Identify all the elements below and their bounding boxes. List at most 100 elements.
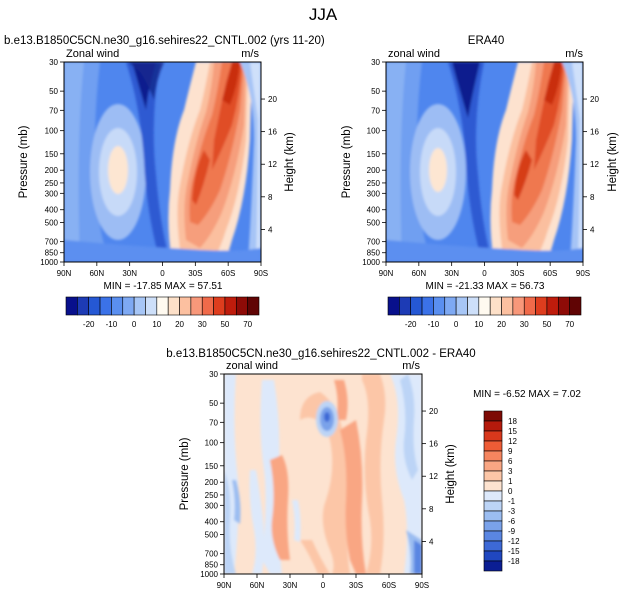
model-ytick-label: 30	[49, 58, 58, 67]
panel-model-field	[64, 62, 261, 262]
panel-diff-field	[224, 374, 422, 574]
panel-model-title: b.e13.B1850C5CN.ne30_g16.sehires22_CNTL.…	[4, 35, 325, 47]
colorbar-model-swatch	[133, 296, 146, 316]
diff-ytick-label: 850	[205, 561, 219, 570]
colorbar-model-swatch	[167, 296, 180, 316]
colorbar-model-swatch	[247, 296, 260, 316]
model-ytick-label: 150	[45, 150, 59, 159]
colorbar-diff-label: 1	[508, 477, 513, 486]
era40-height-tick-label: 4	[590, 225, 595, 234]
colorbar-diff-swatch	[483, 420, 503, 432]
colorbar-diff-swatch	[483, 480, 503, 492]
diff-ytick-label: 400	[205, 518, 219, 527]
diff-ytick-label: 70	[209, 418, 218, 427]
diff-ytick-label: 100	[205, 439, 219, 448]
colorbar-model-swatch	[99, 296, 112, 316]
model-xtick-label: 30N	[122, 269, 137, 278]
era40-ytick-label: 150	[367, 150, 381, 159]
colorbar-model-swatch	[88, 296, 101, 316]
colorbar-model-swatch	[190, 296, 203, 316]
era40-xtick-label: 60S	[543, 269, 557, 278]
era40-height-tick-label: 8	[590, 193, 595, 202]
era40-ytick-label: 200	[367, 166, 381, 175]
colorbar-era40-swatch	[546, 296, 559, 316]
colorbar-era40-label: 30	[520, 320, 529, 329]
colorbar-model-label: 50	[220, 320, 229, 329]
colorbar-model-swatch	[179, 296, 192, 316]
model-ytick-label: 250	[45, 179, 59, 188]
colorbar-diff-label: 0	[508, 487, 513, 496]
era40-xtick-label: 60N	[411, 269, 426, 278]
model-xtick-label: 60N	[89, 269, 104, 278]
panel-diff-left-label: zonal wind	[226, 360, 278, 372]
era40-ytick-label: 100	[367, 127, 381, 136]
colorbar-model-swatch	[156, 296, 169, 316]
diff-height-tick-label: 8	[429, 505, 434, 514]
colorbar-model-label: -20	[83, 320, 95, 329]
diff-ytick-label: 500	[205, 530, 219, 539]
colorbar-model-label: 20	[175, 320, 184, 329]
colorbar-diff-swatch	[483, 410, 503, 422]
model-height-tick-label: 12	[268, 160, 277, 169]
colorbar-model-swatch	[111, 296, 124, 316]
panel-era40-right-label: m/s	[565, 48, 583, 60]
era40-ytick-label: 500	[367, 218, 381, 227]
diff-ytick-label: 250	[205, 491, 219, 500]
panel-diff-ylabel: Pressure (mb)	[179, 437, 191, 510]
colorbar-diff-swatch	[483, 450, 503, 462]
colorbar-era40-swatch	[512, 296, 525, 316]
model-height-tick-label: 8	[268, 193, 273, 202]
colorbar-model-swatch	[224, 296, 237, 316]
colorbar-diff-label: -1	[508, 497, 516, 506]
colorbar-era40-swatch	[421, 296, 434, 316]
colorbar-diff-swatch	[483, 550, 503, 562]
colorbar-diff-swatch	[483, 440, 503, 452]
era40-xtick-label: 90S	[576, 269, 590, 278]
panel-model-ylabel: Pressure (mb)	[18, 125, 30, 198]
panel-diff-right-label: m/s	[402, 360, 420, 372]
panel-model: b.e13.B1850C5CN.ne30_g16.sehires22_CNTL.…	[4, 35, 325, 292]
model-xtick-label: 0	[160, 269, 165, 278]
model-ytick-label: 850	[45, 249, 59, 258]
model-height-tick-label: 4	[268, 225, 273, 234]
era40-ytick-label: 400	[367, 206, 381, 215]
model-ytick-label: 70	[49, 106, 58, 115]
colorbar-model-swatch	[213, 296, 226, 316]
colorbar-era40-swatch	[569, 296, 582, 316]
colorbar-diff-label: -15	[508, 547, 520, 556]
colorbar-diff-label: 15	[508, 427, 517, 436]
model-ytick-label: 50	[49, 87, 58, 96]
panel-model-ylabel-right: Height (km)	[284, 132, 296, 192]
diff-height-tick-label: 4	[429, 537, 434, 546]
diff-ytick-label: 150	[205, 462, 219, 471]
colorbar-model-swatch	[77, 296, 90, 316]
panel-era40: ERA40 zonal wind m/s	[341, 35, 619, 292]
colorbar-diff-label: 18	[508, 417, 517, 426]
era40-ytick-label: 70	[371, 106, 380, 115]
colorbar-diff-swatch	[483, 430, 503, 442]
colorbar-era40-swatch	[444, 296, 457, 316]
colorbar-diff-label: 12	[508, 437, 517, 446]
colorbar-diff-label: 9	[508, 447, 513, 456]
colorbar-model-swatch	[122, 296, 135, 316]
panel-era40-title: ERA40	[468, 35, 504, 47]
colorbar-era40-swatch	[557, 296, 570, 316]
panel-diff: b.e13.B1850C5CN.ne30_g16.sehires22_CNTL.…	[166, 348, 581, 590]
diff-ytick-label: 200	[205, 478, 219, 487]
colorbar-diff-swatch	[483, 540, 503, 552]
colorbar-model-label: 10	[152, 320, 161, 329]
panel-model-right-label: m/s	[241, 48, 259, 60]
diff-ytick-label: 700	[205, 550, 219, 559]
colorbar-model: -20 -10 0 10 20 30 50 70	[65, 296, 260, 329]
colorbar-diff-label: -6	[508, 517, 516, 526]
colorbar-era40-label: 70	[565, 320, 574, 329]
colorbar-era40-swatch	[467, 296, 480, 316]
model-ytick-label: 500	[45, 218, 59, 227]
model-height-tick-label: 16	[268, 128, 277, 137]
diff-ytick-label: 1000	[200, 570, 218, 579]
model-ytick-label: 1000	[40, 258, 58, 267]
colorbar-era40-swatch	[489, 296, 502, 316]
diff-xtick-label: 90N	[217, 581, 232, 590]
